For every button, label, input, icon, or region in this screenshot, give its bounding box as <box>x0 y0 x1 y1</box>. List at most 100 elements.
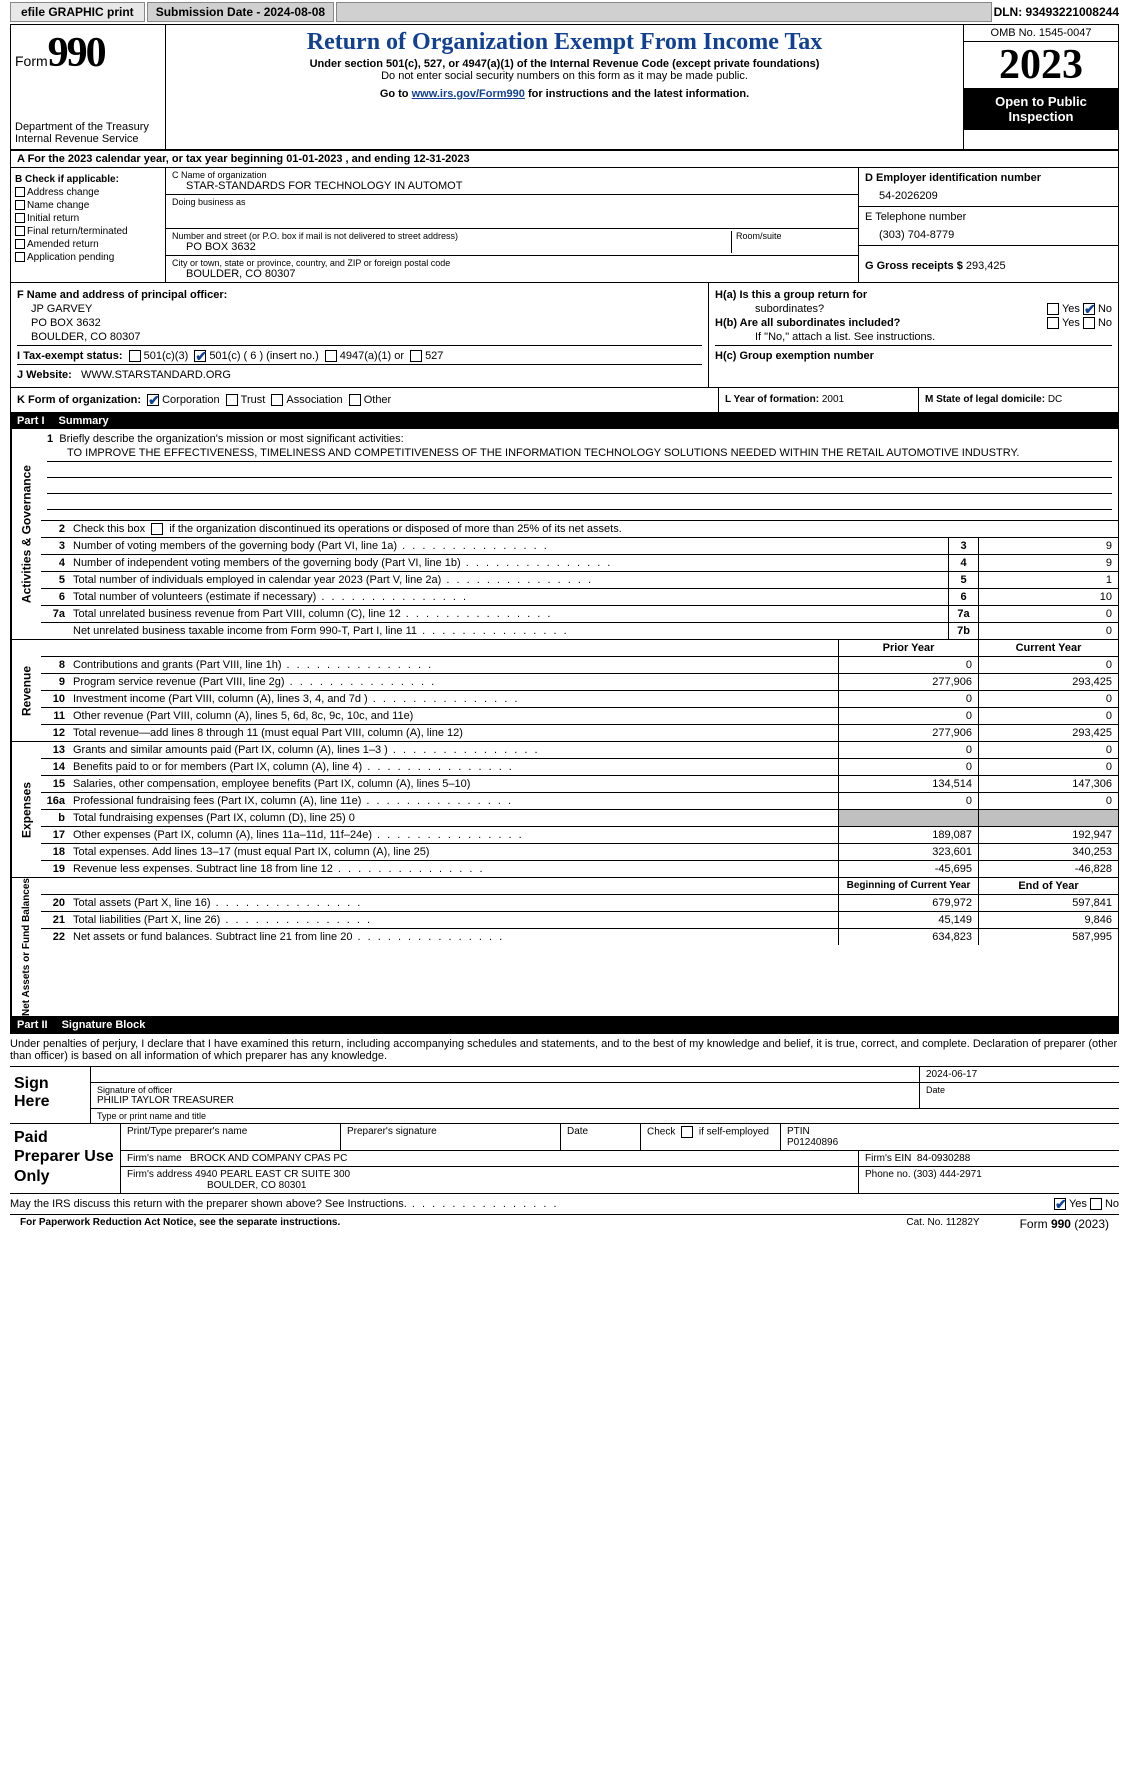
cb-application-pending[interactable] <box>15 252 25 262</box>
line-15: Salaries, other compensation, employee b… <box>69 776 838 792</box>
line-10: Investment income (Part VIII, column (A)… <box>69 691 838 707</box>
col-b-checkboxes: B Check if applicable: Address change Na… <box>11 168 166 282</box>
line-4-value: 9 <box>978 555 1118 571</box>
ein-label: D Employer identification number <box>865 172 1112 184</box>
gross-label: G Gross receipts $ <box>865 260 963 272</box>
toolbar-spacer <box>336 2 991 22</box>
top-toolbar: efile GRAPHIC print Submission Date - 20… <box>0 0 1129 24</box>
firm-name: BROCK AND COMPANY CPAS PC <box>190 1153 347 1164</box>
section-bcd: B Check if applicable: Address change Na… <box>11 168 1118 283</box>
form-word: Form <box>15 53 48 69</box>
cb-4947[interactable] <box>325 350 337 362</box>
submission-date-label: Submission Date - 2024-08-08 <box>147 2 334 22</box>
cb-527[interactable] <box>410 350 422 362</box>
cb-corp[interactable] <box>147 394 159 406</box>
officer-label: F Name and address of principal officer: <box>17 289 702 301</box>
ptname-label: Print/Type preparer's name <box>127 1126 334 1137</box>
section-revenue: Revenue Prior YearCurrent Year 8Contribu… <box>11 640 1118 742</box>
website-label: J Website: <box>17 369 72 381</box>
line-14: Benefits paid to or for members (Part IX… <box>69 759 838 775</box>
line-19: Revenue less expenses. Subtract line 18 … <box>69 861 838 877</box>
row-klm: K Form of organization: Corporation Trus… <box>11 388 1118 413</box>
efile-print-button[interactable]: efile GRAPHIC print <box>10 2 145 22</box>
type-title-label: Type or print name and title <box>97 1111 1113 1121</box>
col-prior-year: Prior Year <box>838 640 978 656</box>
line-21: Total liabilities (Part X, line 26) <box>69 912 838 928</box>
cb-ha-no[interactable] <box>1083 303 1095 315</box>
signature-intro: Under penalties of perjury, I declare th… <box>0 1034 1129 1066</box>
cb-initial-return[interactable] <box>15 213 25 223</box>
line-13: Grants and similar amounts paid (Part IX… <box>69 742 838 758</box>
form-header: Form990 Department of the Treasury Inter… <box>11 25 1118 151</box>
line-18: Total expenses. Add lines 13–17 (must eq… <box>69 844 838 860</box>
cb-final-return[interactable] <box>15 226 25 236</box>
open-to-public: Open to Public Inspection <box>964 88 1118 130</box>
paid-preparer-block: Paid Preparer Use Only Print/Type prepar… <box>10 1124 1119 1194</box>
tab-activities: Activities & Governance <box>11 429 41 639</box>
sign-here-block: Sign Here 2024-06-17 Signature of office… <box>10 1066 1119 1124</box>
sig-officer-label: Signature of officer <box>97 1085 913 1095</box>
cb-501c[interactable] <box>194 350 206 362</box>
sign-here-label: Sign Here <box>10 1067 90 1123</box>
section-expenses: Expenses 13Grants and similar amounts pa… <box>11 742 1118 878</box>
cb-name-change[interactable] <box>15 200 25 210</box>
cb-self-employed[interactable] <box>681 1126 693 1138</box>
cb-hb-no[interactable] <box>1083 317 1095 329</box>
line-11: Other revenue (Part VIII, column (A), li… <box>69 708 838 724</box>
firm-ein: 84-0930288 <box>917 1153 970 1164</box>
tel-label: E Telephone number <box>865 211 1112 223</box>
line-1-label: Briefly describe the organization's miss… <box>59 433 403 445</box>
cb-trust[interactable] <box>226 394 238 406</box>
cb-amended-return[interactable] <box>15 239 25 249</box>
line-20: Total assets (Part X, line 16) <box>69 895 838 911</box>
city-value: BOULDER, CO 80307 <box>172 268 852 280</box>
tab-expenses: Expenses <box>11 742 41 877</box>
line-6-value: 10 <box>978 589 1118 605</box>
col-beg-year: Beginning of Current Year <box>838 878 978 894</box>
form-title: Return of Organization Exempt From Incom… <box>170 29 959 56</box>
line-7b: Net unrelated business taxable income fr… <box>69 623 948 639</box>
officer-signed-name: PHILIP TAYLOR TREASURER <box>97 1095 913 1106</box>
cb-ha-yes[interactable] <box>1047 303 1059 315</box>
line-22: Net assets or fund balances. Subtract li… <box>69 929 838 945</box>
form-number: 990 <box>48 30 105 76</box>
ha-sub: subordinates? <box>715 303 1044 315</box>
cb-assoc[interactable] <box>271 394 283 406</box>
address-value: PO BOX 3632 <box>172 241 727 253</box>
officer-name: JP GARVEY <box>17 303 702 315</box>
gross-value: 293,425 <box>966 260 1006 272</box>
col-b-title: B Check if applicable: <box>15 174 161 185</box>
part-i-header: Part I Summary <box>11 413 1118 429</box>
line-3-value: 9 <box>978 538 1118 554</box>
room-label: Room/suite <box>736 231 852 241</box>
cb-other[interactable] <box>349 394 361 406</box>
cb-discuss-no[interactable] <box>1090 1198 1102 1210</box>
hc-label: H(c) Group exemption number <box>715 350 874 362</box>
cb-501c3[interactable] <box>129 350 141 362</box>
form-subtitle-3: Go to www.irs.gov/Form990 for instructio… <box>170 88 959 100</box>
dba-label: Doing business as <box>172 197 852 207</box>
line-9: Program service revenue (Part VIII, line… <box>69 674 838 690</box>
cb-line2[interactable] <box>151 523 163 535</box>
line-16b: Total fundraising expenses (Part IX, col… <box>69 810 838 826</box>
irs-link[interactable]: www.irs.gov/Form990 <box>412 88 525 100</box>
tab-net-assets: Net Assets or Fund Balances <box>11 878 41 1016</box>
sig-date: 2024-06-17 <box>919 1067 1119 1082</box>
ptin-label: PTIN <box>787 1126 1113 1137</box>
line-5: Total number of individuals employed in … <box>69 572 948 588</box>
cat-no: Cat. No. 11282Y <box>906 1217 979 1231</box>
hb-label: H(b) Are all subordinates included? <box>715 317 900 329</box>
form-990-container: Form990 Department of the Treasury Inter… <box>10 24 1119 1034</box>
tax-exempt-label: I Tax-exempt status: <box>17 350 123 362</box>
address-label: Number and street (or P.O. box if mail i… <box>172 231 727 241</box>
cb-address-change[interactable] <box>15 187 25 197</box>
cb-discuss-yes[interactable] <box>1054 1198 1066 1210</box>
firm-phone: (303) 444-2971 <box>913 1169 981 1180</box>
ha-label: H(a) Is this a group return for <box>715 289 867 301</box>
cb-hb-yes[interactable] <box>1047 317 1059 329</box>
omb-number: OMB No. 1545-0047 <box>964 25 1118 42</box>
pdate-label: Date <box>567 1126 634 1137</box>
line-6: Total number of volunteers (estimate if … <box>69 589 948 605</box>
line-7b-value: 0 <box>978 623 1118 639</box>
col-end-year: End of Year <box>978 878 1118 894</box>
